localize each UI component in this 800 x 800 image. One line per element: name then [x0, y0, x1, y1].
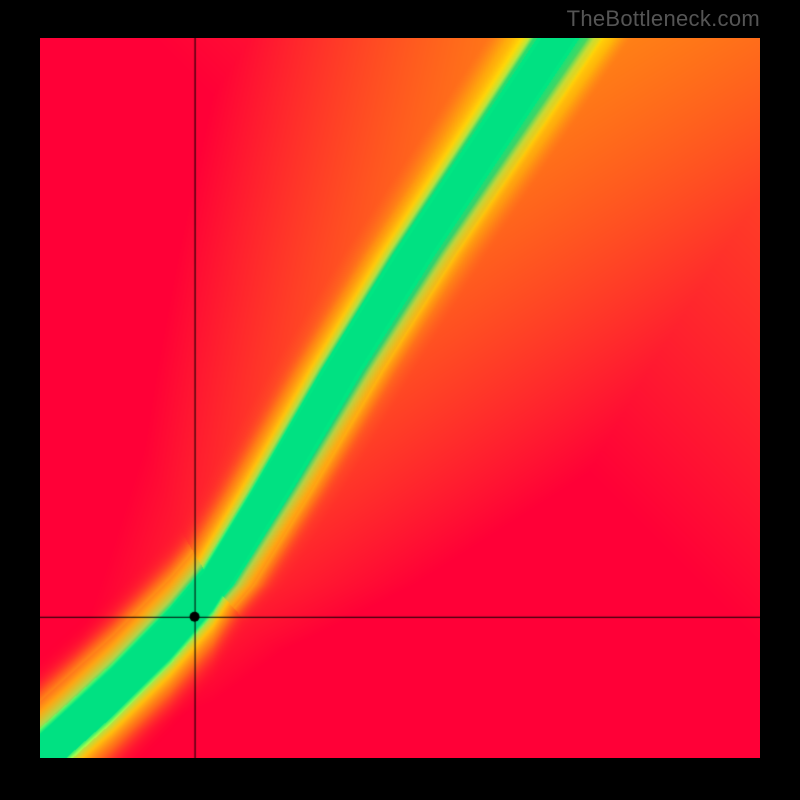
plot-area [40, 38, 760, 758]
chart-frame: TheBottleneck.com [0, 0, 800, 800]
watermark-text: TheBottleneck.com [567, 6, 760, 32]
bottleneck-heatmap [40, 38, 760, 758]
